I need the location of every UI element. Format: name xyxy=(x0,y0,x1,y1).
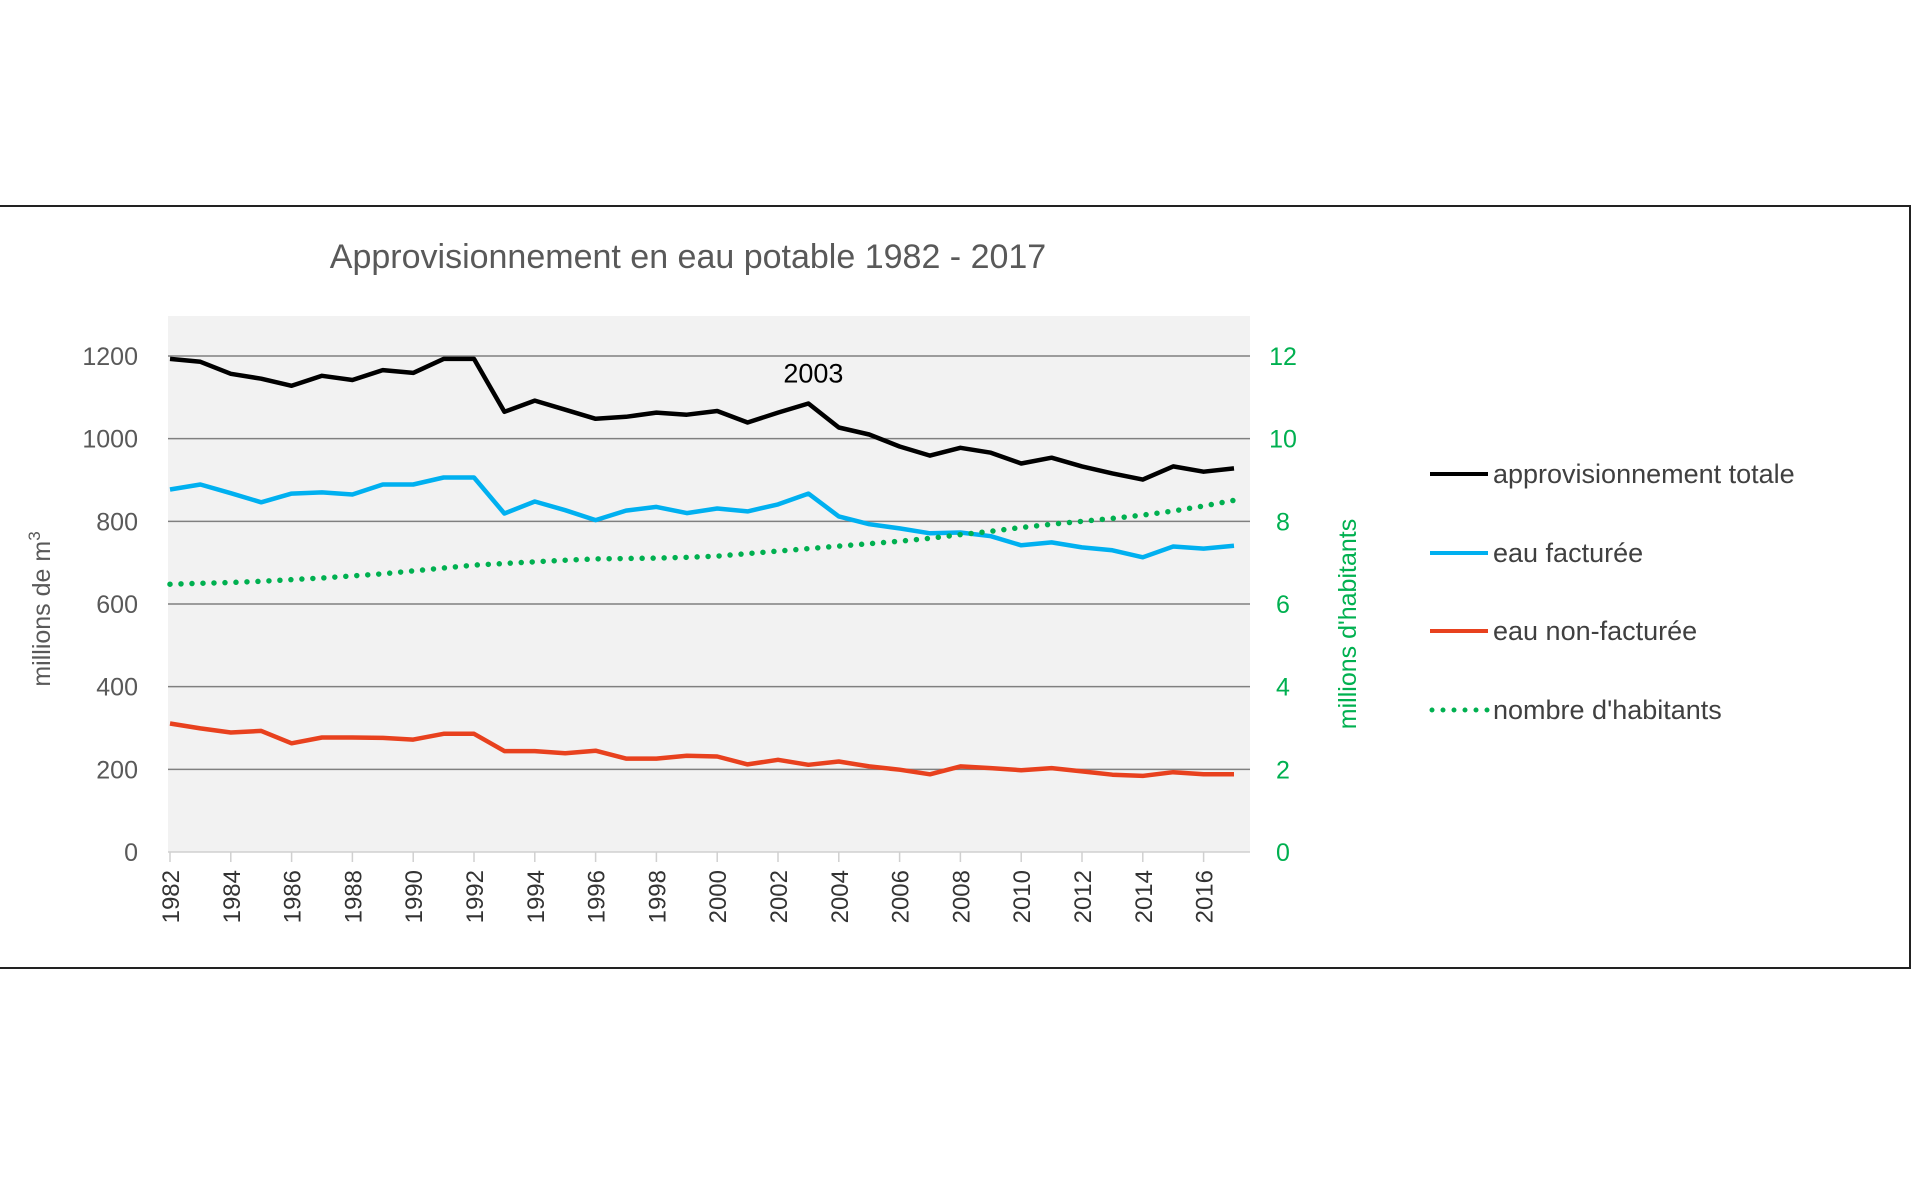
right-tick-label: 0 xyxy=(1276,839,1290,867)
left-axis-title: millions de m3 xyxy=(25,531,56,686)
plot-area xyxy=(168,316,1250,852)
series-line-3 xyxy=(169,721,1234,779)
x-tick-label: 2006 xyxy=(888,870,915,923)
chart-title: Approvisionnement en eau potable 1982 - … xyxy=(330,238,1046,276)
x-tick-label: 1982 xyxy=(158,870,185,923)
annotation-2003: 2003 xyxy=(783,359,843,389)
legend-label-2: eau facturée xyxy=(1493,538,1643,568)
series-line-1 xyxy=(169,356,1235,482)
legend-label-3: eau non-facturée xyxy=(1493,616,1697,646)
series-line-4 xyxy=(167,497,1237,587)
x-tick-label: 1986 xyxy=(280,870,307,923)
x-tick-label: 1990 xyxy=(401,870,428,923)
left-tick-label: 0 xyxy=(124,839,138,867)
right-tick-label: 4 xyxy=(1276,674,1290,702)
chart-svg: Approvisionnement en eau potable 1982 - … xyxy=(25,238,1795,923)
x-tick-label: 1996 xyxy=(584,870,611,923)
x-tick-label: 1992 xyxy=(462,870,489,923)
left-tick-label: 1200 xyxy=(82,343,138,371)
x-tick-label: 2014 xyxy=(1131,870,1158,923)
left-axis-title-base: millions de m xyxy=(28,541,56,687)
right-tick-label: 6 xyxy=(1276,591,1290,619)
legend-label-1: approvisionnement totale xyxy=(1493,459,1795,489)
right-axis-ticks: 0 2 4 6 8 10 12 xyxy=(1269,343,1297,867)
x-axis-ticks: 1982 1984 1986 1988 1990 1992 1994 1996 1998 2000… xyxy=(158,852,1219,923)
left-tick-label: 200 xyxy=(96,756,138,784)
right-tick-label: 8 xyxy=(1276,508,1290,536)
series-line-2 xyxy=(169,475,1235,560)
chart-frame: Approvisionnement en eau potable 1982 - … xyxy=(0,205,1911,969)
left-axis-ticks: 0 200 400 600 800 1000 1200 xyxy=(82,343,138,867)
gridlines xyxy=(168,355,1250,853)
legend: approvisionnement totale eau facturée eau … xyxy=(1429,459,1795,725)
x-tick-label: 2008 xyxy=(948,870,975,923)
left-axis-title-superscript: 3 xyxy=(25,531,44,540)
series-group xyxy=(167,356,1237,779)
x-tick-label: 2002 xyxy=(766,870,793,923)
x-tick-label: 2012 xyxy=(1070,870,1097,923)
legend-label-4: nombre d'habitants xyxy=(1493,695,1722,725)
left-tick-label: 400 xyxy=(96,674,138,702)
right-tick-label: 2 xyxy=(1276,756,1290,784)
left-tick-label: 800 xyxy=(96,508,138,536)
x-tick-label: 1998 xyxy=(644,870,671,923)
x-tick-label: 1984 xyxy=(219,870,246,923)
x-tick-label: 2004 xyxy=(827,870,854,923)
x-tick-label: 2016 xyxy=(1192,870,1219,923)
right-tick-label: 10 xyxy=(1269,426,1297,454)
left-tick-label: 600 xyxy=(96,591,138,619)
x-tick-label: 2010 xyxy=(1009,870,1036,923)
right-tick-label: 12 xyxy=(1269,343,1297,371)
x-tick-label: 1994 xyxy=(523,870,550,923)
left-tick-label: 1000 xyxy=(82,426,138,454)
x-tick-label: 1988 xyxy=(340,870,367,923)
x-tick-label: 2000 xyxy=(705,870,732,923)
right-axis-title: millions d'habitants xyxy=(1334,519,1362,729)
